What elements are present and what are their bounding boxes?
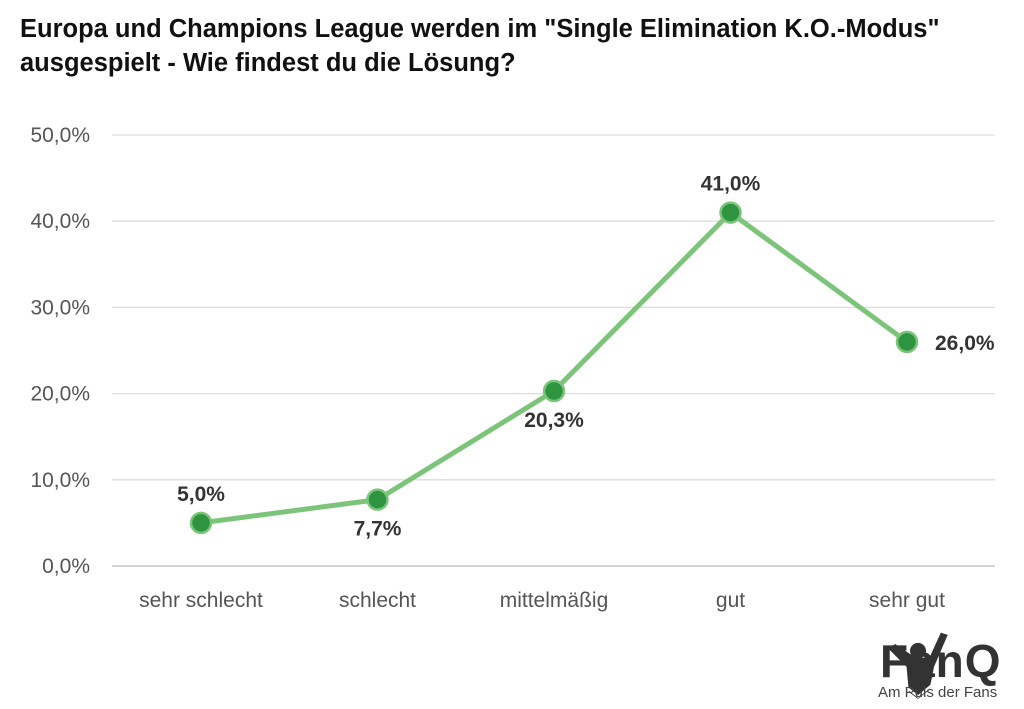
x-tick-label: sehr gut <box>869 589 945 612</box>
data-point <box>895 330 919 354</box>
data-label: 20,3% <box>524 409 584 432</box>
data-label: 26,0% <box>935 332 995 355</box>
x-tick-label: sehr schlecht <box>139 589 263 612</box>
y-tick-label: 50,0% <box>30 124 90 147</box>
series-line <box>200 210 909 526</box>
data-label: 5,0% <box>177 483 225 506</box>
data-point <box>719 201 742 224</box>
x-tick-label: schlecht <box>339 589 416 612</box>
y-tick-label: 0,0% <box>42 555 90 578</box>
fan-figure-icon <box>888 632 948 699</box>
data-label: 7,7% <box>354 518 402 541</box>
data-point <box>366 488 389 511</box>
y-tick-label: 30,0% <box>30 296 90 319</box>
logo-tagline: Am Puls der Fans <box>878 684 998 701</box>
y-tick-label: 20,0% <box>30 383 90 406</box>
data-point <box>189 511 213 535</box>
x-tick-label: mittelmäßig <box>500 589 609 612</box>
chart-title: Europa und Champions League werden im "S… <box>20 15 940 77</box>
x-tick-label: gut <box>716 589 745 612</box>
data-label: 41,0% <box>701 173 761 196</box>
y-tick-label: 40,0% <box>30 210 90 233</box>
logo-name: FanQ <box>880 635 1002 687</box>
data-point <box>542 379 566 403</box>
y-tick-label: 10,0% <box>30 469 90 492</box>
